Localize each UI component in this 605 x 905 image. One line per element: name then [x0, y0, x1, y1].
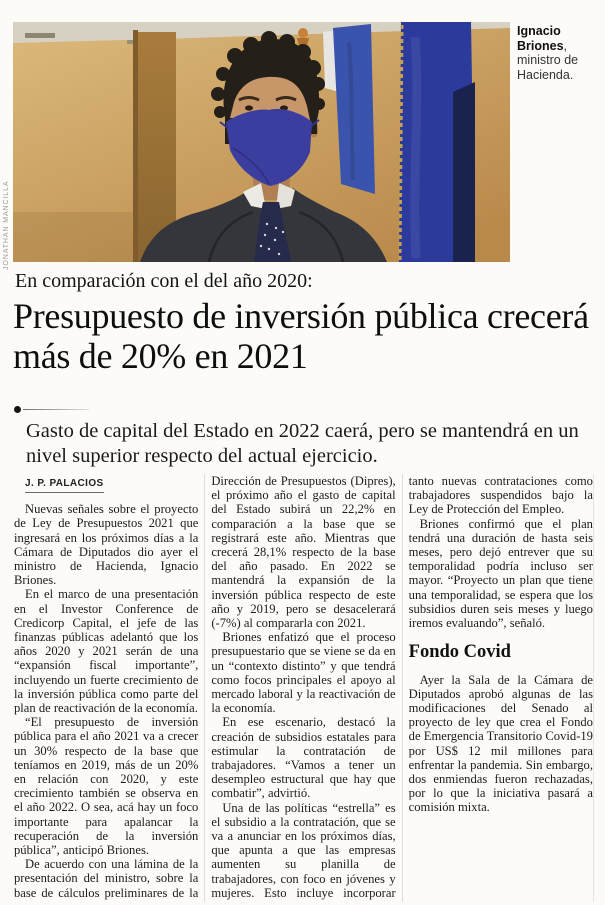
caption-name: Ignacio Briones: [517, 24, 564, 53]
article-paragraph: “El presupuesto de inversión pública par…: [14, 715, 199, 858]
article-paragraph: Briones enfatizó que el proceso presupue…: [211, 630, 396, 716]
article-photo: [13, 22, 510, 262]
photo-caption: Ignacio Briones, ministro de Hacienda.: [517, 24, 603, 82]
mask-fold: [232, 147, 270, 185]
hair: [223, 39, 320, 134]
headline: Presupuesto de inversión pública crecerá…: [13, 296, 589, 377]
eyebrow-right: [275, 96, 297, 102]
divider-line: [23, 408, 89, 410]
byline: J. P. PALACIOS: [25, 477, 198, 493]
article-paragraph: En el marco de una presentación en el In…: [14, 587, 199, 716]
caption-role: , ministro de Hacienda.: [517, 38, 579, 82]
article-paragraph: Nuevas señales sobre el proyecto de Ley …: [14, 502, 199, 588]
hair-curls: [211, 31, 325, 118]
divider-dot: [14, 406, 21, 413]
article-paragraph: Ayer la Sala de la Cámara de Diputados a…: [408, 672, 593, 815]
article-paragraph: De acuerdo con una lámina de la presenta…: [14, 474, 396, 900]
face-mask: [226, 108, 312, 186]
flag-blue-part: [333, 24, 375, 194]
article-paragraph: Una de las políticas “estrella” es el su…: [211, 474, 593, 900]
kicker: En comparación con el del año 2020:: [15, 270, 313, 292]
wall-shadow: [13, 212, 133, 262]
door-panel: [138, 32, 176, 262]
section-heading: Fondo Covid: [408, 642, 511, 663]
suit-lapel-right: [298, 210, 345, 262]
article-body: J. P. PALACIOS Nuevas señales sobre el p…: [14, 474, 594, 902]
shirt-collar-right: [276, 183, 295, 209]
flagpole-finial: [298, 28, 308, 38]
door-frame: [133, 30, 138, 262]
shirt-collar-left: [243, 183, 266, 209]
mask-strap-left: [219, 121, 229, 129]
article-paragraph: Briones confirmó que el plan tendrá una …: [408, 516, 593, 631]
eye-left: [245, 105, 253, 111]
photographer-credit-text: JONATHAN MANCILLA: [3, 180, 10, 270]
tie-dots: [259, 222, 285, 256]
tie: [254, 217, 291, 262]
right-flag-fold: [453, 82, 475, 262]
tie-knot: [260, 202, 282, 217]
ceiling-vent: [25, 33, 55, 38]
photo-illustration: [13, 22, 510, 262]
suit-lapel-left: [207, 210, 254, 262]
flag-fold-line: [347, 41, 355, 181]
byline-text: J. P. PALACIOS: [25, 478, 104, 493]
mask-strap-right: [310, 119, 320, 127]
deck-divider: [14, 406, 104, 414]
eyebrow-left: [238, 96, 260, 102]
deck: Gasto de capital del Estado en 2022 caer…: [26, 420, 579, 467]
article-paragraph: En ese escenario, destacó la creación de…: [211, 715, 396, 801]
right-flag-sheen: [410, 36, 422, 259]
flag-gold-fringe: [398, 24, 404, 262]
